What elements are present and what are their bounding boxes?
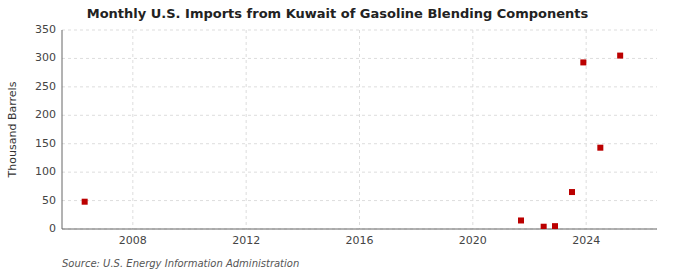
title: Monthly U.S. Imports from Kuwait of Gaso…	[87, 6, 589, 21]
chart: 0 50 100 150 200 250 300 350 2008 2012 2016 2020 202…	[0, 0, 675, 275]
y-axis-label: Thousand Barrels	[6, 81, 19, 178]
y-grid-line	[62, 172, 657, 173]
point	[617, 53, 623, 59]
x-tick-label: 2012	[232, 234, 260, 247]
x-tick-label: 2020	[459, 234, 487, 247]
y-tick-label: 350	[35, 23, 56, 36]
x-grid-line	[246, 30, 247, 229]
chart-container: 0 50 100 150 200 250 300 350 2008 2012 2016 2020 202…	[0, 0, 675, 275]
y-grid-line	[62, 229, 657, 230]
point	[580, 59, 586, 65]
point	[518, 217, 524, 223]
source-note: Source: U.S. Energy Information Administ…	[62, 258, 299, 269]
point	[82, 199, 88, 205]
x-grid-line	[472, 30, 473, 229]
y-axis-line	[62, 30, 63, 229]
x-grid-line	[132, 30, 133, 229]
point	[541, 224, 547, 229]
grid	[62, 30, 657, 229]
x-axis-line	[62, 229, 657, 230]
tick-labels: 0 50 100 150 200 250 300 350 2008 2012 2016 2020 202…	[35, 23, 600, 247]
x-tick-label: 2024	[572, 234, 600, 247]
y-grid-line	[62, 58, 657, 59]
point	[597, 145, 603, 151]
point	[552, 223, 558, 229]
points	[82, 53, 624, 229]
x-tick-label: 2016	[346, 234, 374, 247]
y-tick-label: 200	[35, 108, 56, 121]
y-tick-label: 250	[35, 80, 56, 93]
y-tick-label: 0	[49, 222, 56, 235]
y-tick-label: 100	[35, 165, 56, 178]
y-tick-label: 50	[42, 194, 56, 207]
point	[569, 189, 575, 195]
background	[0, 0, 675, 275]
x-tick-label: 2008	[119, 234, 147, 247]
y-tick-label: 300	[35, 51, 56, 64]
y-tick-label: 150	[35, 137, 56, 150]
x-grid-line	[359, 30, 360, 229]
